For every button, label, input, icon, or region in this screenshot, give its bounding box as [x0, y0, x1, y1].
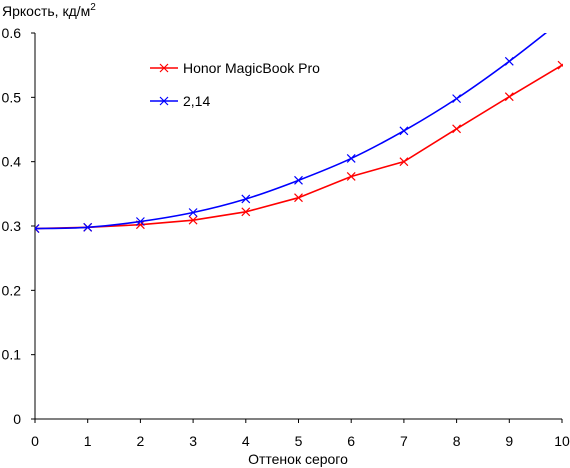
x-axis-ticks: 0 1 2 3 4 5 6 7 8 9 10 — [31, 419, 570, 449]
series-layer — [35, 16, 566, 233]
legend-marker — [159, 63, 169, 73]
series-2 — [35, 16, 566, 233]
plot-area: 0 0.1 0.2 0.3 0.4 0.5 0.6 0 1 2 3 4 5 6 7 8 9 10 — [2, 16, 570, 449]
x-tick-label: 10 — [554, 433, 570, 449]
data-point-marker — [35, 224, 40, 233]
data-point-marker — [452, 94, 462, 104]
x-tick-label: 8 — [453, 433, 461, 449]
x-tick-label: 6 — [347, 433, 355, 449]
legend-item-1: Honor MagicBook Pro — [150, 60, 320, 76]
legend-label: 2,14 — [183, 93, 210, 109]
x-tick-label: 9 — [505, 433, 513, 449]
y-axis-title-superscript: 2 — [90, 2, 96, 13]
legend-marker — [159, 96, 169, 106]
y-tick-label: 0.5 — [2, 89, 22, 105]
legend: Honor MagicBook Pro 2,14 — [150, 60, 320, 109]
y-tick-label: 0.2 — [2, 282, 22, 298]
data-point-marker — [188, 208, 198, 217]
data-point-marker — [399, 157, 409, 167]
x-tick-label: 4 — [242, 433, 250, 449]
data-point-marker — [504, 56, 514, 66]
legend-label: Honor MagicBook Pro — [183, 60, 320, 76]
x-tick-label: 5 — [295, 433, 303, 449]
x-tick-label: 7 — [400, 433, 408, 449]
y-axis-ticks: 0 0.1 0.2 0.3 0.4 0.5 0.6 — [2, 25, 35, 427]
data-point-marker — [452, 124, 462, 134]
data-point-marker — [346, 172, 356, 181]
series-line — [35, 64, 563, 230]
x-tick-label: 0 — [31, 433, 39, 449]
data-point-marker — [294, 193, 303, 203]
y-tick-label: 0.1 — [2, 347, 22, 363]
y-axis-title-text: Яркость, кд/м — [2, 3, 90, 19]
x-tick-label: 2 — [137, 433, 145, 449]
data-point-marker — [188, 215, 198, 225]
data-point-marker — [294, 175, 303, 185]
data-point-marker — [241, 207, 251, 217]
data-point-marker — [558, 16, 566, 24]
x-tick-label: 1 — [84, 433, 92, 449]
y-tick-label: 0.6 — [2, 25, 22, 41]
x-tick-label: 3 — [189, 433, 197, 449]
y-tick-label: 0 — [13, 411, 21, 427]
legend-item-2: 2,14 — [150, 93, 210, 109]
data-point-marker — [504, 92, 514, 102]
y-tick-label: 0.3 — [2, 218, 22, 234]
data-point-marker — [346, 154, 356, 163]
y-tick-label: 0.4 — [2, 154, 22, 170]
data-point-marker — [135, 217, 145, 226]
data-point-marker — [557, 60, 563, 70]
y-axis-title: Яркость, кд/м2 — [2, 2, 96, 19]
data-point-marker — [83, 222, 93, 232]
x-axis-title: Оттенок серого — [248, 451, 348, 467]
data-point-marker — [241, 194, 251, 204]
data-point-marker — [399, 126, 409, 136]
series-1 — [35, 60, 563, 233]
